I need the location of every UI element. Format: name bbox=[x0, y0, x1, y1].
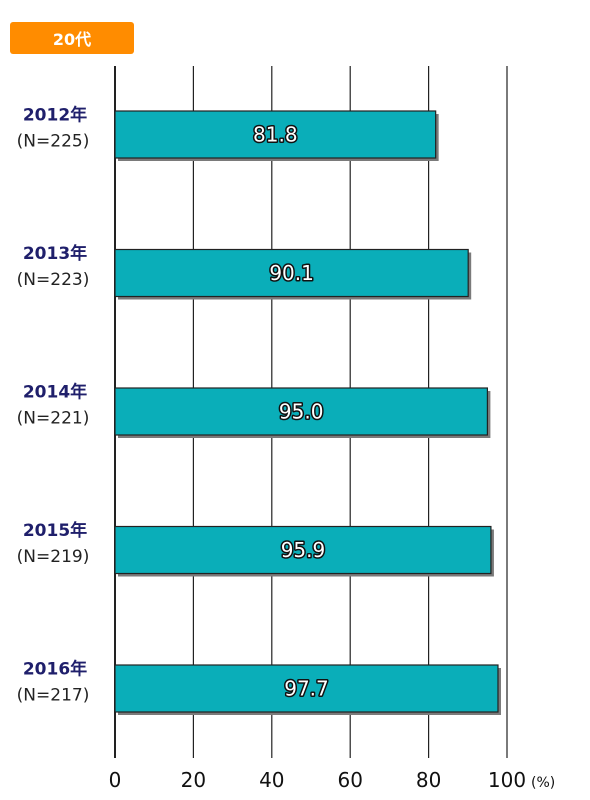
bar bbox=[114, 387, 488, 436]
bar-value-label: 90.1 bbox=[269, 261, 314, 285]
x-unit-label: (%) bbox=[531, 775, 555, 791]
category-label: 2016年 bbox=[23, 659, 87, 680]
category-label: 2014年 bbox=[23, 382, 87, 403]
bars: 81.8 90.1 95.0 95.9 97.7 bbox=[114, 110, 501, 715]
bar-value-label: 95.9 bbox=[281, 538, 326, 562]
x-tick-label: 60 bbox=[337, 768, 362, 792]
category-labels: 2012年 (N=225) 2013年 (N=223) 2014年 (N=221) 2015… bbox=[17, 105, 90, 706]
x-tick-label: 40 bbox=[259, 768, 284, 792]
x-tick-label: 0 bbox=[109, 768, 122, 792]
sample-size-label: (N=225) bbox=[17, 132, 90, 152]
sample-size-label: (N=221) bbox=[17, 409, 90, 429]
x-axis-ticks: 0 20 40 60 80 100 (%) bbox=[109, 768, 556, 792]
category-label: 2013年 bbox=[23, 243, 87, 264]
bar bbox=[114, 664, 499, 713]
x-tick-label: 100 bbox=[488, 768, 526, 792]
category-label: 2012年 bbox=[23, 105, 87, 126]
bar bbox=[114, 525, 492, 575]
bar bbox=[114, 248, 469, 298]
bar-value-label: 97.7 bbox=[284, 677, 329, 701]
sample-size-label: (N=217) bbox=[17, 686, 90, 706]
bar-value-label: 95.0 bbox=[279, 400, 324, 424]
sample-size-label: (N=223) bbox=[17, 270, 90, 290]
bar-value-label: 81.8 bbox=[253, 123, 298, 147]
segment-badge: 20代 bbox=[10, 22, 134, 54]
category-label: 2015年 bbox=[23, 520, 87, 541]
x-tick-label: 20 bbox=[181, 768, 206, 792]
bar bbox=[114, 110, 437, 159]
x-tick-label: 80 bbox=[416, 768, 441, 792]
sample-size-label: (N=219) bbox=[17, 547, 90, 567]
